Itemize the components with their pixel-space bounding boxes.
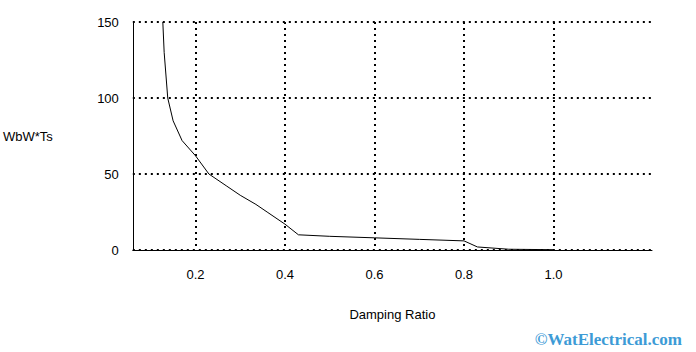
svg-text:1.0: 1.0 [544, 267, 562, 282]
svg-text:150: 150 [97, 15, 119, 30]
svg-text:0.8: 0.8 [455, 267, 473, 282]
svg-text:0.2: 0.2 [186, 267, 204, 282]
svg-text:0: 0 [112, 243, 119, 258]
svg-text:©WatElectrical.com: ©WatElectrical.com [535, 330, 682, 349]
svg-text:Damping Ratio: Damping Ratio [349, 307, 435, 322]
svg-text:WbW*Ts: WbW*Ts [3, 129, 53, 144]
svg-text:50: 50 [104, 167, 118, 182]
svg-text:0.6: 0.6 [365, 267, 383, 282]
svg-text:0.4: 0.4 [276, 267, 294, 282]
svg-text:100: 100 [97, 91, 119, 106]
